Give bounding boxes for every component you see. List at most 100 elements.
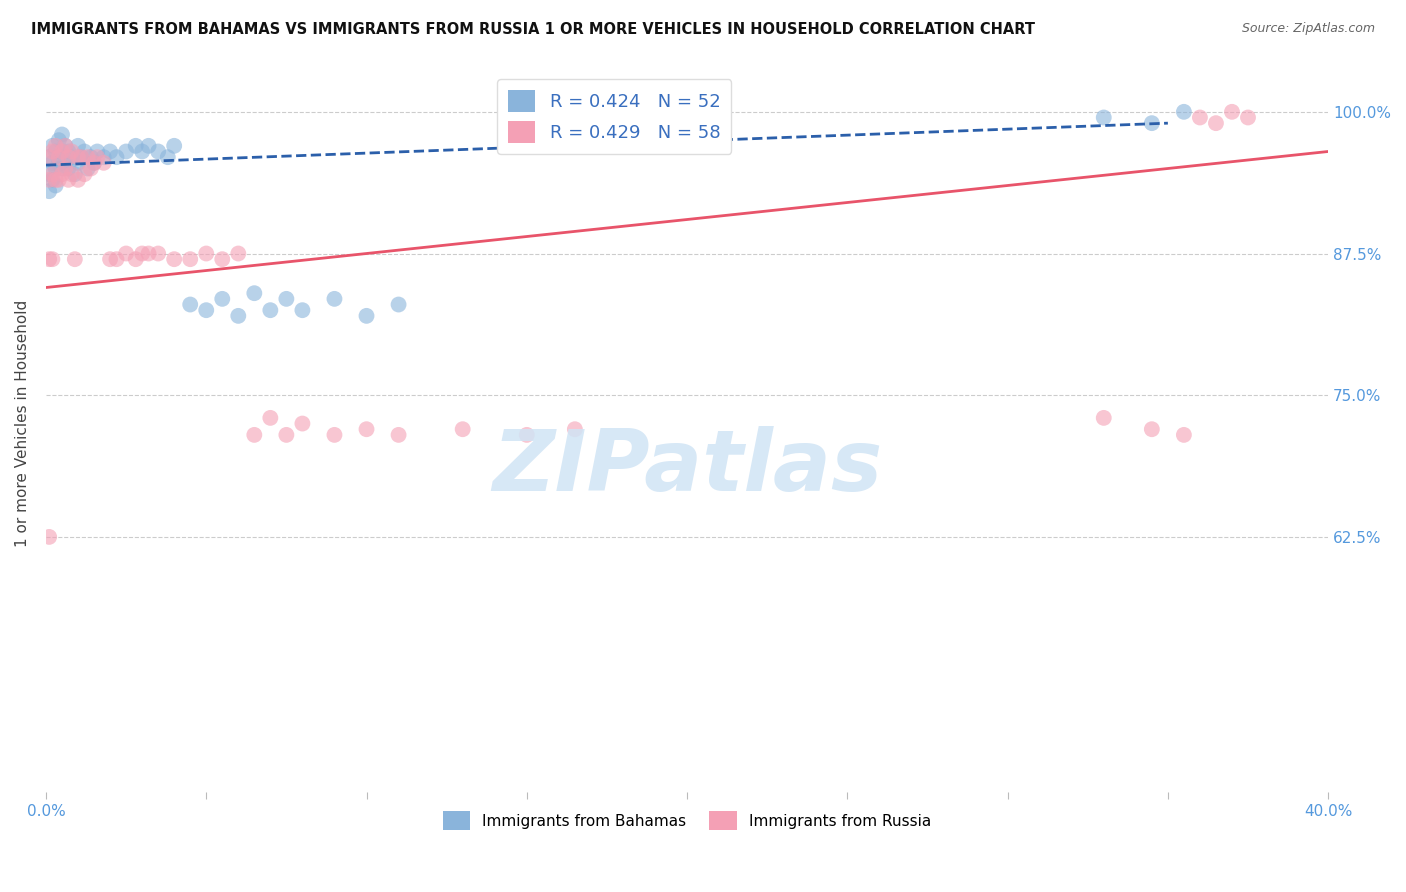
Point (66, 138, 89, 153)
Point (53, 161, 76, 176)
Point (276, 292, 298, 306)
Point (291, 417, 314, 431)
Text: IMMIGRANTS FROM BAHAMAS VS IMMIGRANTS FROM RUSSIA 1 OR MORE VEHICLES IN HOUSEHOL: IMMIGRANTS FROM BAHAMAS VS IMMIGRANTS FR… (31, 22, 1035, 37)
Point (1092, 410, 1115, 425)
Point (76, 161, 98, 176)
Point (38, 150, 60, 164)
Point (45, 138, 67, 153)
Point (66, 173, 89, 187)
Text: Source: ZipAtlas.com: Source: ZipAtlas.com (1241, 22, 1375, 36)
Point (73, 145, 96, 159)
Point (48, 173, 70, 187)
Text: ZIPatlas: ZIPatlas (492, 426, 882, 509)
Point (45, 178, 67, 193)
Point (131, 145, 153, 159)
Y-axis label: 1 or more Vehicles in Household: 1 or more Vehicles in Household (15, 300, 30, 547)
Point (86, 145, 108, 159)
Point (45, 145, 67, 159)
Point (93, 150, 115, 164)
Point (243, 286, 266, 301)
Point (58, 161, 80, 176)
Point (51, 145, 73, 159)
Point (73, 167, 96, 181)
Point (115, 246, 138, 260)
Point (291, 303, 314, 318)
Point (276, 428, 298, 442)
Point (53, 138, 76, 153)
Point (38, 184, 60, 198)
Point (323, 428, 346, 442)
Point (451, 422, 474, 436)
Point (41, 167, 63, 181)
Point (83, 156, 105, 170)
Point (48, 156, 70, 170)
Point (146, 145, 169, 159)
Point (564, 422, 586, 436)
Point (38, 173, 60, 187)
Point (356, 422, 378, 436)
Point (125, 252, 148, 267)
Point (70, 150, 93, 164)
Point (60, 150, 83, 164)
Point (58, 150, 80, 164)
Point (58, 173, 80, 187)
Point (105, 252, 128, 267)
Point (516, 428, 538, 442)
Point (48, 133, 70, 147)
Point (163, 138, 186, 153)
Point (66, 156, 89, 170)
Point (45, 161, 67, 176)
Point (156, 150, 179, 164)
Point (53, 156, 76, 170)
Point (70, 150, 93, 164)
Point (146, 246, 169, 260)
Point (1205, 116, 1227, 130)
Point (356, 309, 378, 323)
Point (45, 173, 67, 187)
Point (131, 246, 153, 260)
Point (63, 252, 86, 267)
Point (41, 156, 63, 170)
Point (259, 303, 281, 318)
Point (138, 138, 160, 153)
Point (48, 150, 70, 164)
Point (323, 292, 346, 306)
Point (211, 252, 233, 267)
Point (38, 167, 60, 181)
Point (80, 150, 103, 164)
Point (115, 145, 138, 159)
Point (80, 161, 103, 176)
Point (41, 252, 63, 267)
Point (76, 150, 98, 164)
Point (1188, 111, 1211, 125)
Point (1173, 428, 1195, 442)
Point (51, 145, 73, 159)
Point (41, 138, 63, 153)
Point (98, 145, 121, 159)
Point (387, 297, 409, 311)
Point (41, 145, 63, 159)
Point (163, 252, 186, 267)
Point (105, 150, 128, 164)
Point (138, 246, 160, 260)
Point (38, 530, 60, 544)
Point (60, 145, 83, 159)
Point (179, 297, 201, 311)
Point (1173, 104, 1195, 119)
Point (179, 252, 201, 267)
Point (58, 145, 80, 159)
Point (211, 292, 233, 306)
Point (125, 138, 148, 153)
Point (83, 156, 105, 170)
Point (66, 150, 89, 164)
Point (63, 167, 86, 181)
Point (51, 161, 73, 176)
Point (259, 410, 281, 425)
Point (1220, 104, 1243, 119)
Point (86, 150, 108, 164)
Point (1092, 111, 1115, 125)
Point (226, 309, 249, 323)
Point (195, 303, 218, 318)
Point (38, 252, 60, 267)
Point (53, 138, 76, 153)
